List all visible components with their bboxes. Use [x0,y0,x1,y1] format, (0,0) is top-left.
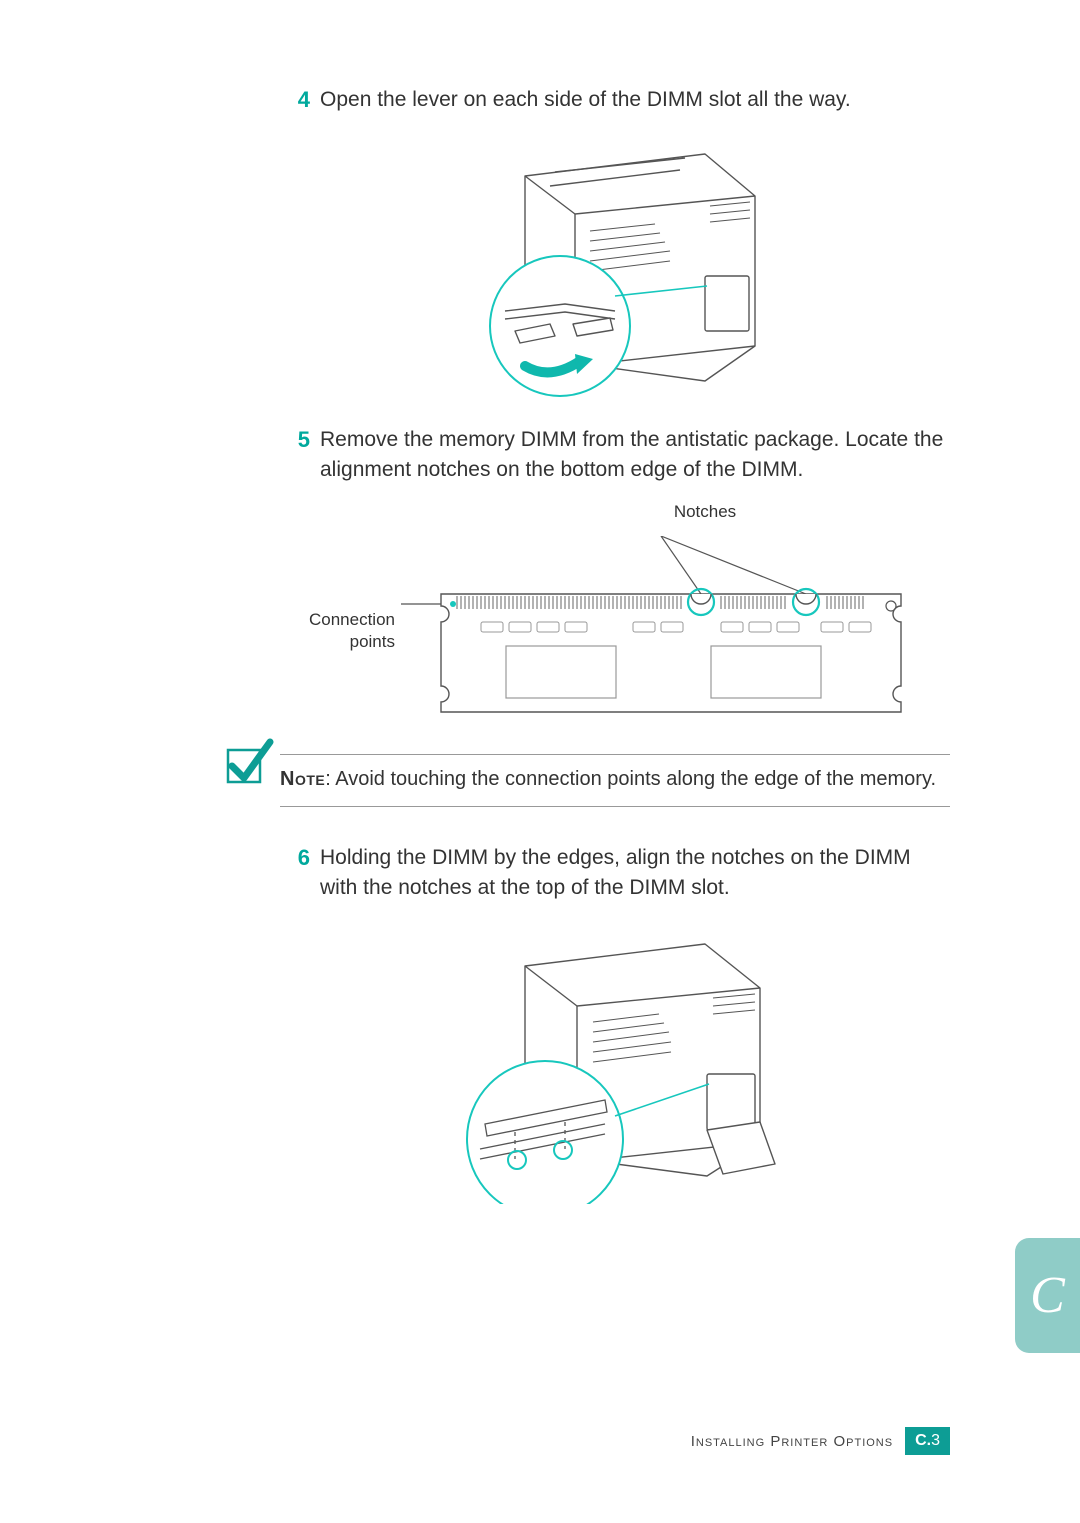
figure-printer-insert [280,924,950,1204]
step-6: 6 Holding the DIMM by the edges, align t… [280,843,950,1204]
dimm-notches-label: Notches [460,502,950,522]
step-6-number: 6 [280,843,310,874]
appendix-side-tab: C [1015,1238,1080,1353]
step-6-text: Holding the DIMM by the edges, align the… [320,843,950,904]
dimm-connection-label: Connection points [309,609,395,653]
step-5-number: 5 [280,425,310,456]
note-block: Note: Avoid touching the connection poin… [222,754,950,807]
note-text: Avoid touching the connection points alo… [335,768,936,790]
step-5-text: Remove the memory DIMM from the antistat… [320,425,950,486]
figure-dimm: Connection points [280,536,950,726]
page: 4 Open the lever on each side of the DIM… [0,0,1080,1523]
note-label: Note [280,768,325,790]
footer-page-badge: C.3 [905,1427,950,1455]
figure-printer-lever [280,136,950,401]
page-footer: Installing Printer Options C.3 [691,1427,950,1455]
appendix-letter: C [1030,1266,1065,1325]
footer-section-title: Installing Printer Options [691,1433,893,1450]
step-4-text: Open the lever on each side of the DIMM … [320,85,851,115]
checkmark-icon [222,736,274,793]
step-4: 4 Open the lever on each side of the DIM… [280,85,950,401]
step-5: 5 Remove the memory DIMM from the antist… [280,425,950,726]
step-4-number: 4 [280,85,310,116]
